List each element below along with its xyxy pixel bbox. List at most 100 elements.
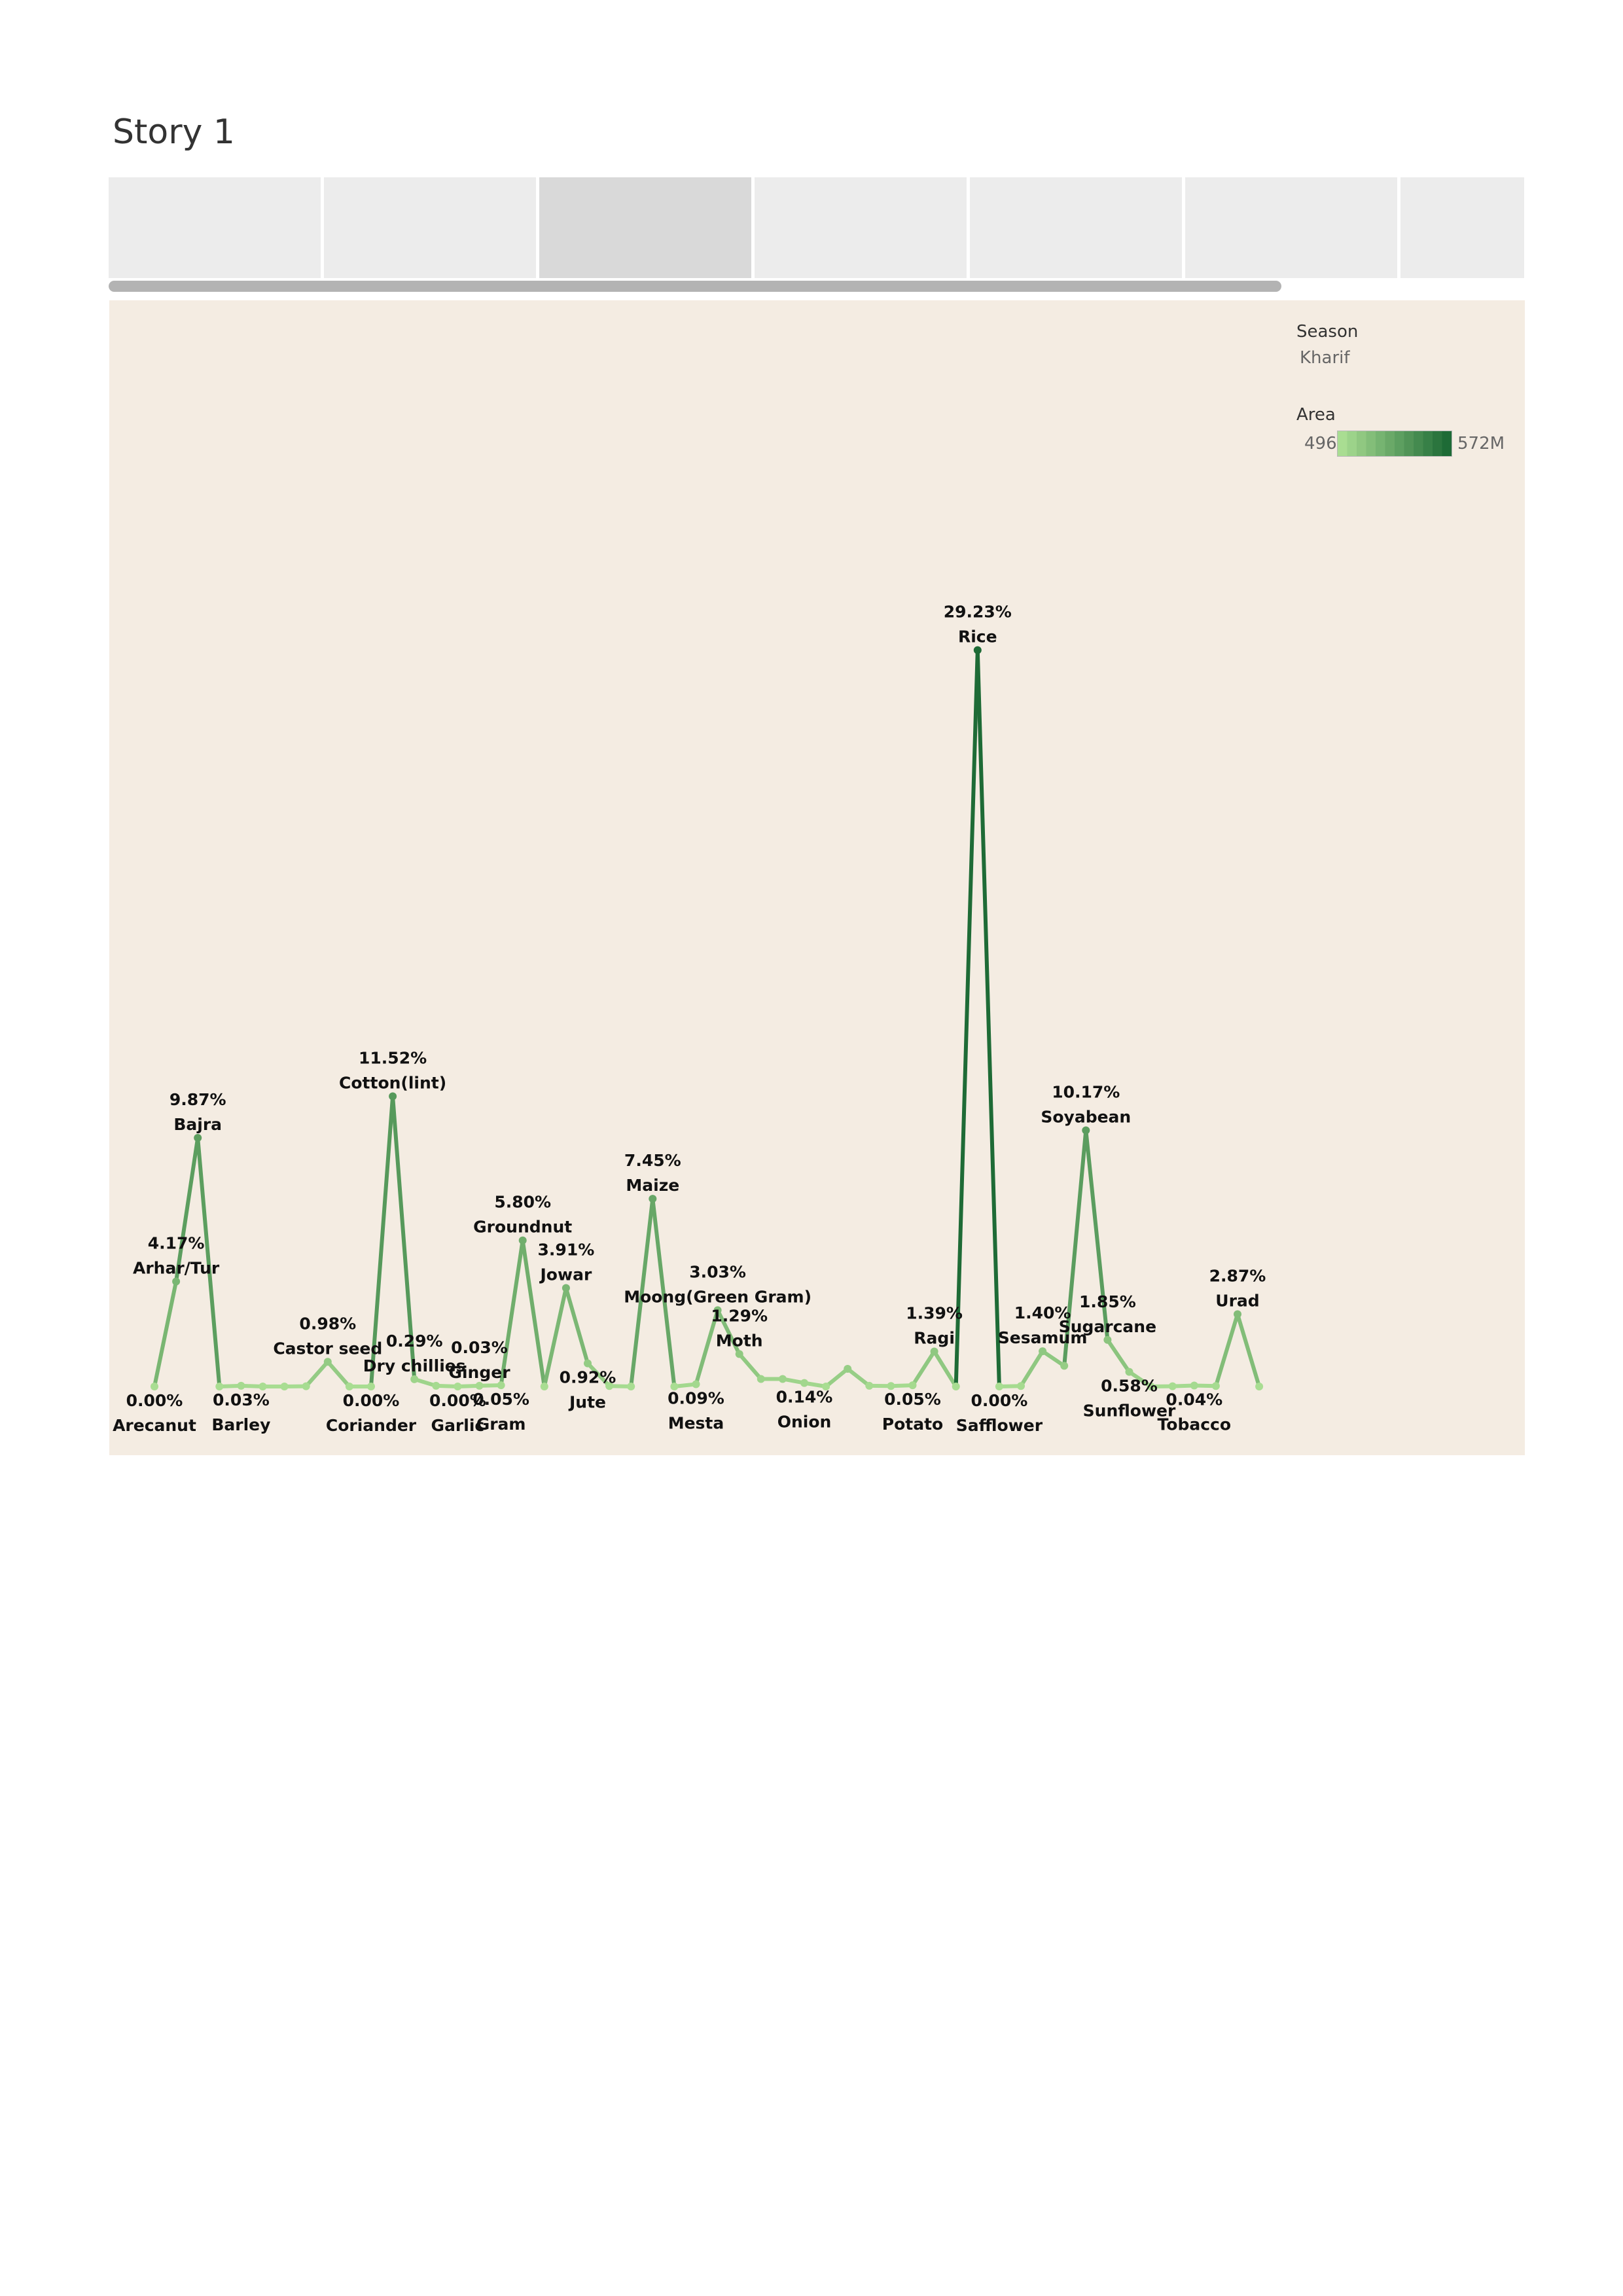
- category-label-maize: Maize: [626, 1176, 679, 1195]
- point-peas-beans-pulses[interactable]: [887, 1382, 895, 1390]
- line-segment-castor-seed: [325, 1360, 351, 1388]
- point-cotton-lint[interactable]: [389, 1092, 397, 1101]
- point-mesta[interactable]: [692, 1380, 700, 1388]
- data-label-garlic: 0.00%: [429, 1391, 486, 1410]
- point-tapioca[interactable]: [1168, 1382, 1177, 1390]
- point-coriander[interactable]: [367, 1383, 375, 1390]
- data-label-safflower: 0.00%: [971, 1391, 1028, 1410]
- point-castor-seed[interactable]: [323, 1358, 332, 1366]
- category-label-cotton-lint: Cotton(lint): [339, 1073, 446, 1092]
- line-segment-horse-gram: [542, 1286, 568, 1388]
- point-moong-green-gram[interactable]: [713, 1306, 722, 1315]
- point-rice[interactable]: [973, 646, 982, 654]
- point-jute[interactable]: [584, 1359, 592, 1368]
- point-cashewnut[interactable]: [302, 1382, 310, 1390]
- line-segment-urad: [1236, 1312, 1262, 1388]
- story-point-7[interactable]: [1400, 177, 1524, 278]
- line-segment-sannhamp: [1019, 1349, 1045, 1388]
- point-maize[interactable]: [649, 1195, 657, 1203]
- data-label-moth: 1.29%: [711, 1306, 768, 1325]
- point-dry-chillies[interactable]: [410, 1375, 419, 1383]
- data-label-soyabean: 10.17%: [1052, 1082, 1120, 1101]
- story-point-2[interactable]: [324, 177, 536, 278]
- point-garlic[interactable]: [454, 1383, 462, 1390]
- data-label-groundnut: 5.80%: [494, 1193, 551, 1212]
- data-label-ragi: 1.39%: [906, 1303, 963, 1322]
- category-label-moong-green-gram: Moong(Green Gram): [624, 1287, 812, 1306]
- point-horse-gram[interactable]: [540, 1383, 548, 1390]
- point-bajra[interactable]: [194, 1134, 202, 1142]
- data-label-arecanut: 0.00%: [126, 1391, 183, 1410]
- story-point-4[interactable]: [755, 177, 967, 278]
- story-navigator-scrollbar[interactable]: [109, 281, 1281, 292]
- category-label-tobacco: Tobacco: [1158, 1415, 1232, 1434]
- category-label-arecanut: Arecanut: [113, 1416, 196, 1435]
- story-point-6[interactable]: [1185, 177, 1397, 278]
- point-black-pepper[interactable]: [259, 1383, 267, 1390]
- story-point-1[interactable]: [109, 177, 321, 278]
- data-label-castor-seed: 0.98%: [299, 1314, 356, 1333]
- point-banana[interactable]: [215, 1383, 224, 1390]
- point-urad[interactable]: [1234, 1310, 1241, 1318]
- line-segment-small-millets: [1062, 1128, 1088, 1368]
- data-label-urad: 2.87%: [1209, 1267, 1266, 1286]
- line-segment-ragi: [932, 1349, 958, 1388]
- point-arhar-tur[interactable]: [172, 1277, 181, 1286]
- category-label-sunflower: Sunflower: [1083, 1402, 1176, 1421]
- point-sunflower[interactable]: [1125, 1368, 1133, 1376]
- point-safflower[interactable]: [995, 1383, 1003, 1390]
- point-rapeseed-mustard[interactable]: [952, 1383, 960, 1390]
- point-gram[interactable]: [497, 1381, 505, 1390]
- point-cardamom[interactable]: [280, 1383, 289, 1390]
- point-other-vegetables[interactable]: [1255, 1383, 1264, 1390]
- point-potato[interactable]: [908, 1381, 917, 1390]
- point-ginger[interactable]: [475, 1381, 484, 1390]
- data-label-cotton-lint: 11.52%: [359, 1048, 427, 1067]
- line-segment-jute: [586, 1361, 612, 1388]
- point-khesari[interactable]: [627, 1383, 635, 1390]
- season-filter-value[interactable]: Kharif: [1300, 348, 1350, 368]
- point-moth[interactable]: [735, 1350, 743, 1358]
- point-coconut[interactable]: [345, 1383, 353, 1390]
- line-segment-sunflower: [1127, 1369, 1153, 1388]
- line-segment-mesta: [694, 1308, 720, 1386]
- line-segment-rapeseed-mustard: [954, 648, 980, 1388]
- point-kapas[interactable]: [605, 1382, 614, 1390]
- point-sweet-potato[interactable]: [1147, 1383, 1155, 1390]
- point-sesamum[interactable]: [1039, 1347, 1047, 1356]
- point-groundnut[interactable]: [518, 1236, 527, 1245]
- chart-panel: 0.00% Arecanut 4.17% Arhar/Tur 9.87% Bajra 0.0…: [109, 300, 1525, 1455]
- point-ragi[interactable]: [930, 1347, 938, 1356]
- point-turmeric[interactable]: [1211, 1382, 1220, 1390]
- point-sannhamp[interactable]: [1017, 1382, 1025, 1390]
- point-soyabean[interactable]: [1082, 1126, 1090, 1135]
- point-onion[interactable]: [800, 1379, 808, 1387]
- point-sugarcane[interactable]: [1103, 1335, 1112, 1344]
- line-segment-turmeric: [1213, 1312, 1240, 1388]
- point-dry-ginger[interactable]: [432, 1381, 440, 1390]
- point-masoor[interactable]: [670, 1383, 679, 1390]
- category-label-safflower: Safflower: [956, 1416, 1043, 1435]
- point-oilseeds-total[interactable]: [778, 1375, 787, 1383]
- point-arecanut[interactable]: [151, 1383, 158, 1390]
- story-navigator: [109, 177, 1524, 278]
- point-niger-seed[interactable]: [757, 1375, 765, 1383]
- line-segment-groundnut: [520, 1238, 546, 1388]
- data-label-dry-chillies: 0.29%: [386, 1332, 443, 1351]
- point-small-millets[interactable]: [1060, 1362, 1069, 1370]
- point-jowar[interactable]: [562, 1284, 570, 1292]
- point-labels: 0.00% Arecanut 4.17% Arhar/Tur 9.87% Bajra 0.0…: [113, 603, 1266, 1435]
- data-label-gram: 0.05%: [473, 1390, 529, 1409]
- line-segment-moth: [737, 1352, 763, 1381]
- point-tobacco[interactable]: [1190, 1381, 1198, 1390]
- point-other-cereals-millets[interactable]: [844, 1365, 852, 1373]
- story-point-5[interactable]: [970, 177, 1182, 278]
- data-label-barley: 0.03%: [213, 1390, 270, 1409]
- category-label-barley: Barley: [211, 1415, 270, 1434]
- line-segment-khesari: [629, 1197, 655, 1388]
- story-point-3[interactable]: [539, 177, 751, 278]
- point-barley[interactable]: [237, 1381, 245, 1390]
- point-other-pulses[interactable]: [865, 1381, 874, 1390]
- data-label-potato: 0.05%: [884, 1390, 941, 1409]
- point-other-kharif-pulses[interactable]: [822, 1383, 830, 1390]
